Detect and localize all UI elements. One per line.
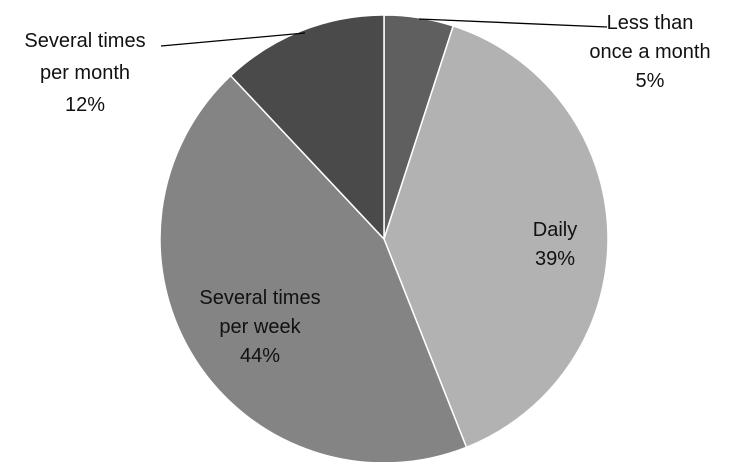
leader-line-several-times-per-month: [160, 32, 306, 47]
slice-percent: 5%: [636, 70, 665, 92]
leader-lines: [160, 18, 608, 47]
pie-slice-daily: [383, 25, 609, 449]
slice-percent: 39%: [535, 248, 575, 270]
slice-label-line: Several times: [24, 30, 145, 52]
slice-labels: Less than once a month 5% Daily 39% Several t…: [24, 12, 710, 367]
pie-slice-several-times-per-week: [159, 74, 468, 462]
slice-label-line: per week: [219, 316, 301, 338]
slice-label-line: once a month: [589, 41, 710, 63]
pie-slice-several-times-per-month: [229, 14, 385, 241]
slice-label-line: per month: [40, 62, 130, 84]
slice-percent: 44%: [240, 345, 280, 367]
slice-label-less-than-once-a-month: Less than once a month 5%: [589, 12, 710, 92]
pie-slices: [159, 14, 609, 462]
slice-label-several-times-per-week: Several times per week 44%: [199, 287, 320, 367]
slice-label-line: Less than: [607, 12, 694, 34]
slice-label-daily: Daily 39%: [533, 219, 577, 270]
slice-label-line: Several times: [199, 287, 320, 309]
slice-percent: 12%: [65, 94, 105, 116]
leader-line-less-than-once-a-month: [418, 18, 608, 28]
slice-label-line: Daily: [533, 219, 577, 241]
slice-label-several-times-per-month: Several times per month 12%: [24, 30, 145, 116]
